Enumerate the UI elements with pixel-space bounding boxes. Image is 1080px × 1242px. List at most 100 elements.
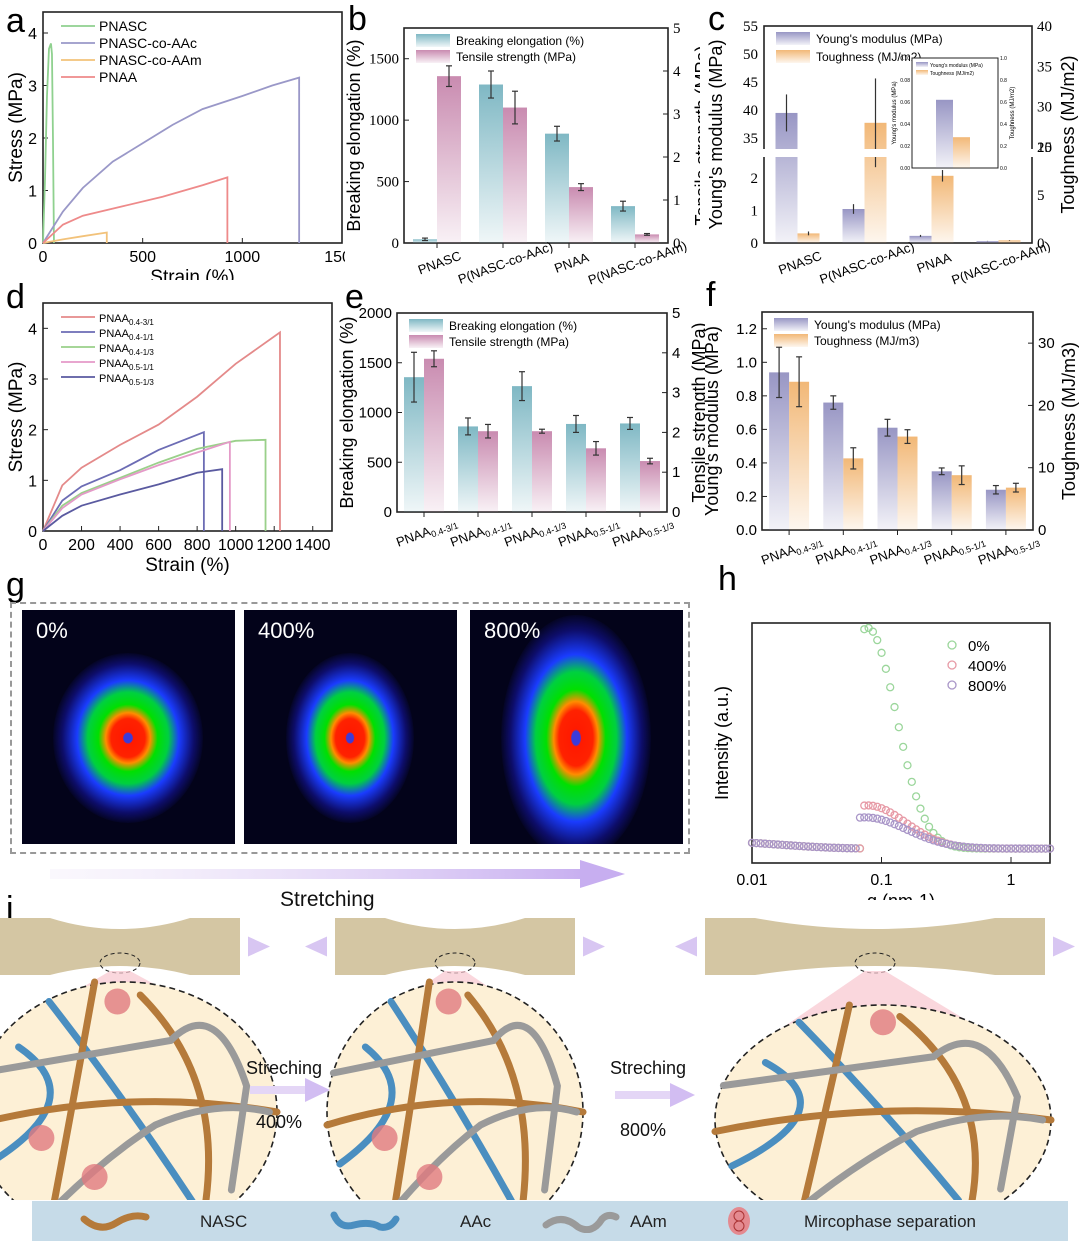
data-point: [929, 836, 938, 845]
data-point: [877, 648, 886, 657]
x-tick-label: P(NASC-co-AAc): [456, 239, 555, 285]
bar: [877, 427, 898, 530]
inset-legend-label: Young's modulus (MPa): [930, 63, 983, 69]
right-pull-arrow: [583, 936, 605, 957]
bar: [843, 458, 864, 530]
y2-tick-label: 0: [672, 504, 680, 521]
legend-aac: AAc: [460, 1212, 492, 1231]
y-axis-label: Intensity (a.u.): [712, 686, 732, 800]
y-tick-label: 55: [743, 19, 758, 35]
legend-label: PNAA0.5-1/1: [99, 358, 154, 372]
y2-tick-label: 0: [1038, 522, 1046, 539]
y-tick-label: 0: [28, 524, 37, 541]
x-tick-label: PNAA0.5-1/3: [610, 514, 675, 552]
data-point: [1028, 844, 1037, 853]
inset-legend-swatch: [916, 62, 928, 67]
legend-label: Young's modulus (MPa): [814, 318, 941, 332]
bar: [775, 112, 798, 243]
bar: [985, 489, 1006, 530]
bar: [458, 426, 478, 512]
data-point: [803, 842, 813, 851]
data-point: [868, 801, 878, 810]
x-tick-label: PNASC: [776, 248, 823, 277]
y-tick-label: 2: [751, 171, 759, 187]
bar: [478, 431, 498, 512]
legend-label: Tensile strength (MPa): [456, 50, 576, 64]
saxs-label: 800%: [484, 618, 541, 643]
y-tick-label: 1: [751, 204, 759, 220]
y-tick-label: 1: [28, 184, 37, 201]
bar: [640, 461, 660, 512]
y-tick-label: 500: [377, 175, 400, 191]
bar: [842, 209, 865, 243]
chart-a-stress-strain: 0 500 1000 1500 0 1 2 3 4 Strain (%) Stress (MPa) P…: [6, 11, 345, 280]
data-point: [1006, 844, 1016, 853]
series-line: [42, 76, 301, 244]
data-point: [808, 842, 817, 851]
bar: [512, 386, 532, 512]
legend-label: PNAA0.4-1/1: [99, 328, 154, 342]
data-point: [886, 683, 895, 692]
bar: [545, 133, 569, 243]
data-point: [795, 841, 804, 851]
y-tick-label: 0: [28, 236, 37, 253]
chart-h-saxs-profile: 0.01 0.1 1 q (nm-1) Intensity (a.u.) 0% 400% 80…: [712, 622, 1055, 900]
y-tick-label: 1.2: [736, 321, 757, 338]
stage-arrow-value-1: 400%: [256, 1112, 303, 1132]
bar: [976, 241, 999, 243]
y-tick-label: 1000: [359, 405, 392, 422]
data-point: [881, 816, 891, 826]
polymer-chain: [397, 1104, 581, 1200]
left-pull-arrow: [305, 936, 327, 957]
data-point: [868, 813, 878, 823]
y2-tick-label: 2: [672, 424, 680, 441]
data-point: [834, 843, 843, 853]
y2-tick-label: 2: [673, 150, 681, 166]
panel-label-h: h: [718, 560, 737, 598]
data-point: [911, 792, 921, 801]
data-point: [864, 801, 873, 810]
data-point: [985, 844, 994, 853]
legend-swatch: [409, 335, 443, 348]
microphase-domain: [371, 1125, 398, 1151]
data-point: [950, 841, 960, 850]
data-point: [899, 742, 908, 752]
x-tick-label: PNAA: [552, 250, 591, 276]
y-tick-label: 40: [743, 103, 758, 119]
inset-legend-label: Toughness (MJ/m2): [930, 71, 974, 77]
legend-marker: [947, 680, 957, 690]
y2-axis-label: Toughness (MJ/m3): [1059, 342, 1079, 500]
data-point: [924, 834, 934, 844]
data-point: [894, 821, 903, 831]
x-tick-label: PNAA0.4-3/1: [759, 532, 824, 570]
data-point: [860, 625, 869, 634]
x-tick-label: 0: [39, 537, 48, 554]
bar: [586, 448, 606, 512]
data-point: [994, 844, 1003, 853]
bar: [404, 377, 424, 512]
bar: [479, 84, 503, 243]
series-line: [42, 440, 231, 532]
y2-tick-label: 5: [1037, 188, 1045, 204]
inset-y2-tick-label: 0.8: [1000, 78, 1007, 84]
data-point: [916, 804, 925, 813]
data-point: [873, 802, 882, 811]
chart-d-stress-strain: 0 200 400 600 800 1000 1200 1400 0 1 2 3 4 Strain (%)…: [6, 302, 333, 576]
bar: [1005, 487, 1026, 530]
data-point: [799, 842, 808, 851]
data-point: [860, 801, 869, 810]
x-tick-label: PNAA0.5-1/3: [976, 532, 1041, 570]
y-tick-label: 45: [743, 75, 758, 91]
legend-label: Toughness (MJ/m3): [814, 334, 919, 348]
saxs-image-0: 0%: [22, 610, 235, 844]
bar: [437, 76, 461, 243]
y-axis-label: Breaking elongation (%): [337, 316, 357, 508]
y2-tick-label: 30: [1037, 100, 1052, 116]
bar: [413, 239, 437, 243]
y-tick-label: 3: [28, 79, 37, 96]
bar: [797, 233, 820, 243]
y2-axis-label: Tensile strength (MPa): [689, 322, 705, 502]
legend-label: PNASC: [99, 18, 147, 34]
y-tick-label: 4: [28, 321, 37, 338]
data-point: [773, 840, 783, 849]
